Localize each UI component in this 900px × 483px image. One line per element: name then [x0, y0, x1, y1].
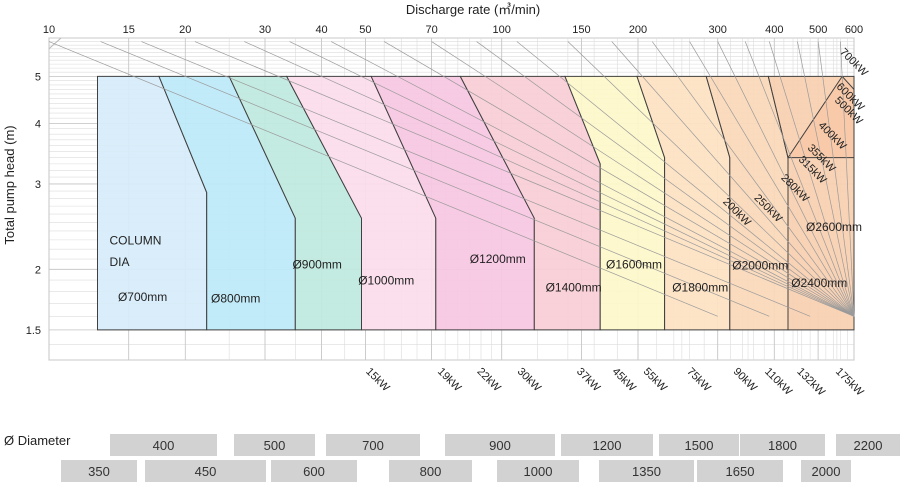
power-line [744, 41, 855, 317]
kw-label: 45kW [610, 366, 639, 395]
x-tick-label: 50 [359, 24, 371, 36]
zone-label: Ø2000mm [732, 258, 788, 272]
zone-label: Ø1200mm [470, 252, 526, 266]
kw-label: 37kW [574, 366, 603, 395]
diameter-box: 350 [61, 460, 137, 482]
y-tick-label: 2 [35, 264, 41, 276]
kw-label: 90kW [731, 366, 760, 395]
x-tick-label: 10 [43, 24, 55, 36]
power-line [383, 41, 855, 317]
zone-area [787, 75, 855, 159]
kw-label: 175kW [833, 366, 866, 399]
kw-label: 30kW [515, 366, 544, 395]
diameter-box: 1800 [740, 434, 825, 456]
zone-label: Ø700mm [118, 290, 167, 304]
kw-label: 75kW [684, 366, 713, 395]
diameter-box: 2000 [801, 460, 851, 482]
power-line [689, 41, 855, 317]
zone-label: Ø1400mm [546, 280, 602, 294]
power-line [651, 41, 855, 317]
x-tick-label: 300 [709, 24, 727, 36]
diameter-box: 500 [234, 434, 315, 456]
kw-label: 132kW [794, 366, 827, 399]
diameter-box: 700 [326, 434, 420, 456]
diameter-box: 1200 [561, 434, 653, 456]
x-tick-label: 30 [259, 24, 271, 36]
y-tick-label: 4 [35, 118, 41, 130]
zone-label: Ø1800mm [672, 280, 728, 294]
x-tick-label: 500 [809, 24, 827, 36]
power-line [48, 41, 718, 317]
x-tick-label: 100 [493, 24, 511, 36]
zone-label: Ø2600mm [806, 220, 862, 234]
zone-label: Ø1000mm [358, 274, 414, 288]
diameter-box: 900 [445, 434, 555, 456]
y-tick-label: 1.5 [26, 325, 41, 337]
power-line [476, 41, 855, 317]
zone-label: Ø2400mm [791, 276, 847, 290]
y-tick-label: 5 [35, 71, 41, 83]
zone-label: Ø800mm [211, 291, 260, 305]
power-line [611, 41, 855, 317]
power-line [817, 41, 855, 317]
x-tick-label: 15 [123, 24, 135, 36]
kw-label: 15kW [363, 366, 392, 395]
power-line [244, 41, 855, 317]
power-lines-layer [48, 41, 855, 317]
zones-layer [97, 75, 855, 331]
power-line [194, 41, 855, 317]
frame-corner [48, 37, 62, 50]
x-tick-label: 20 [179, 24, 191, 36]
power-line [768, 41, 855, 317]
zone-label: Ø900mm [292, 257, 341, 271]
column-label: COLUMN [109, 234, 161, 248]
diameter-box: 800 [389, 460, 472, 482]
dia-label: DIA [109, 255, 129, 269]
x-tick-label: 150 [572, 24, 590, 36]
x-axis-title: Discharge rate (㎥/min) [406, 2, 540, 17]
power-line [717, 41, 855, 317]
x-tick-label: 600 [845, 24, 863, 36]
x-tick-label: 40 [315, 24, 327, 36]
kw-label: 110kW [762, 366, 795, 399]
power-line [567, 41, 855, 317]
power-line [141, 41, 811, 317]
power-line [516, 41, 855, 317]
power-line [330, 41, 855, 317]
diameter-box: 600 [271, 460, 357, 482]
diameter-box: 1650 [697, 460, 783, 482]
y-axis-title: Total pump head (m) [2, 125, 17, 244]
diameter-box: 450 [145, 460, 266, 482]
diameter-box: 1000 [497, 460, 579, 482]
power-line [100, 41, 770, 317]
power-line [840, 41, 855, 317]
y-tick-label: 3 [35, 179, 41, 191]
x-tick-label: 400 [765, 24, 783, 36]
zone-label: Ø1600mm [606, 257, 662, 271]
diameter-box: 400 [110, 434, 217, 456]
diameter-box: 2200 [836, 434, 900, 456]
pump-performance-chart: 10 15 20 30 40 50 70 100 150 200 300 400 500 600 1.5 2 3… [2, 2, 870, 399]
power-line [289, 41, 855, 317]
kw-label: 19kW [435, 366, 464, 395]
power-line [797, 41, 855, 317]
kw-label: 55kW [641, 366, 670, 395]
power-line [431, 41, 855, 317]
diameter-box: 1350 [599, 460, 694, 482]
diameter-box: 1500 [659, 434, 739, 456]
diameter-strip-title: Ø Diameter [4, 433, 71, 448]
x-tick-label: 200 [629, 24, 647, 36]
x-tick-label: 70 [425, 24, 437, 36]
kw-label: 22kW [474, 366, 503, 395]
